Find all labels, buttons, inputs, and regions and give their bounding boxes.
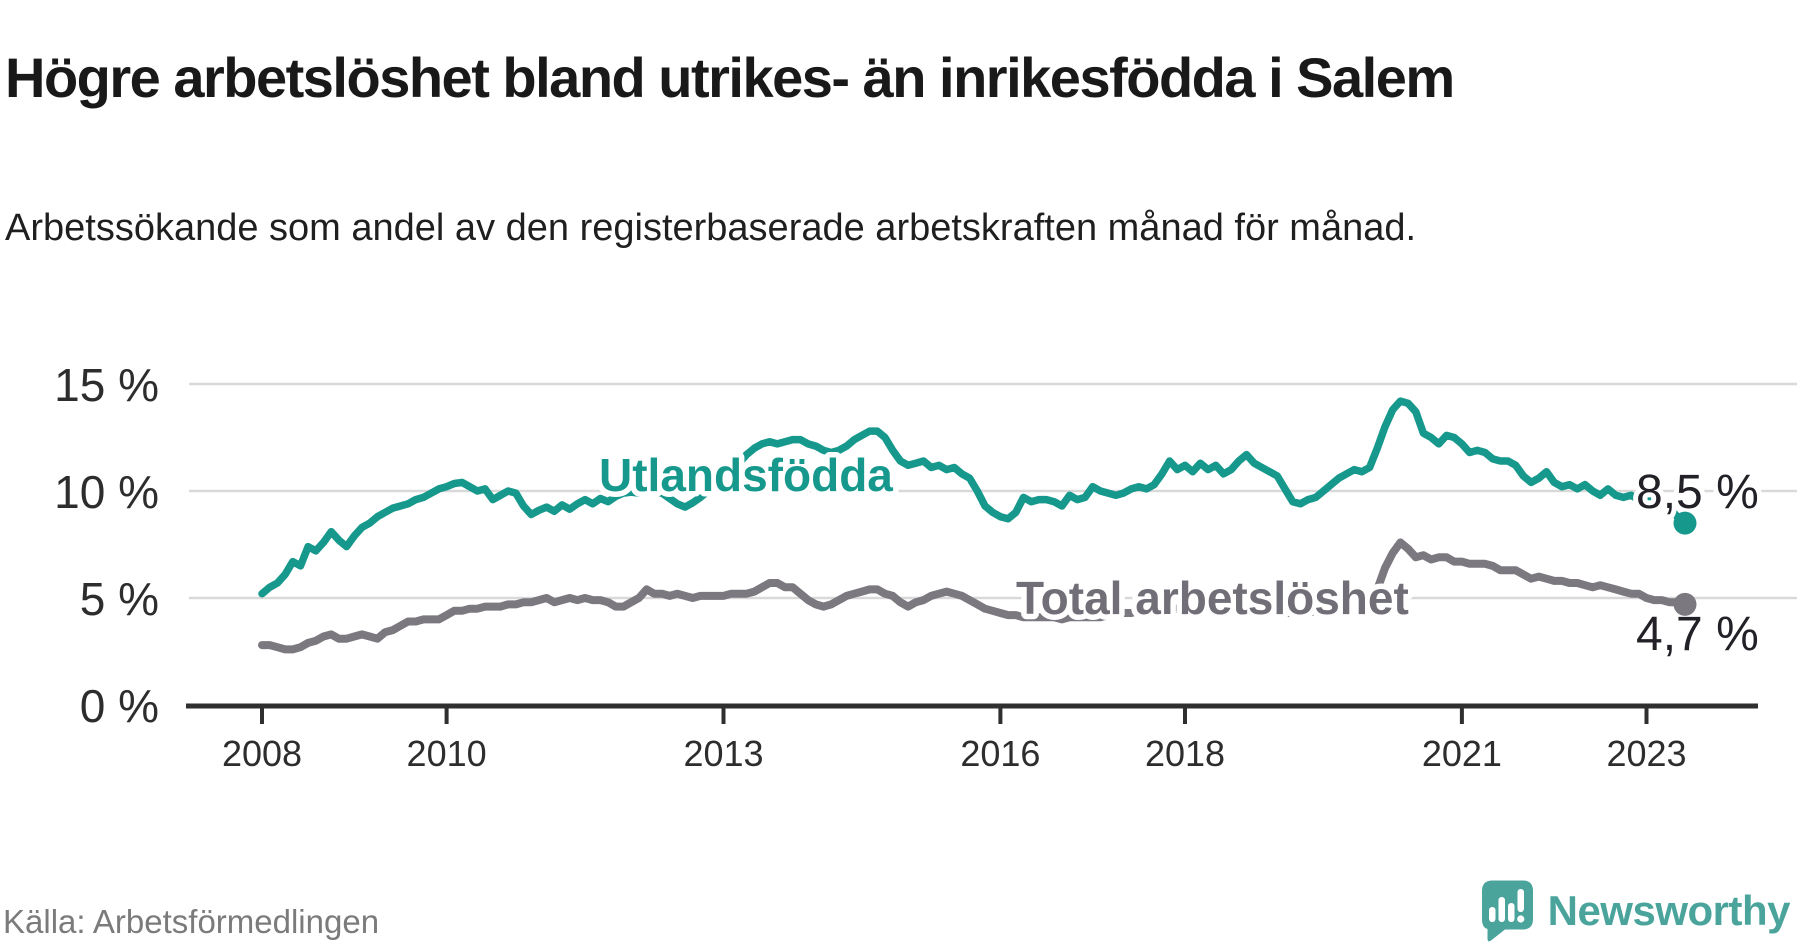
y-tick-label: 0 % bbox=[80, 680, 159, 732]
newsworthy-logo: Newsworthy bbox=[1481, 880, 1791, 942]
x-tick-label: 2021 bbox=[1422, 733, 1502, 774]
y-tick-label: 10 % bbox=[54, 466, 159, 518]
x-axis: 2008 2010 2013 2016 2018 2021 2023 bbox=[186, 703, 1758, 774]
x-tick-label: 2018 bbox=[1145, 733, 1225, 774]
newsworthy-logo-icon bbox=[1481, 880, 1533, 942]
y-tick-label: 5 % bbox=[80, 573, 159, 625]
newsworthy-wordmark: Newsworthy bbox=[1547, 887, 1791, 934]
x-tick-label: 2008 bbox=[222, 733, 302, 774]
x-tick-label: 2013 bbox=[683, 733, 763, 774]
page-subtitle: Arbetssökande som andel av den registerb… bbox=[5, 207, 1417, 249]
end-value-label-utlandsfodda: 8,5 % bbox=[1636, 466, 1759, 519]
series-end-dots bbox=[1673, 511, 1697, 616]
series-line-0 bbox=[258, 397, 1689, 598]
series-end-dot-1 bbox=[1673, 592, 1697, 616]
series-end-dot-0 bbox=[1673, 511, 1697, 535]
series-label-utlandsfodda: Utlandsfödda bbox=[599, 449, 893, 501]
series-label-total-arbetsloshet: Total arbetslöshet bbox=[1016, 572, 1409, 624]
y-axis-labels: 0 % 5 % 10 % 15 % bbox=[54, 359, 159, 732]
x-tick-label: 2016 bbox=[960, 733, 1040, 774]
page-title: Högre arbetslöshet bland utrikes- än inr… bbox=[5, 45, 1455, 109]
x-tick-label: 2010 bbox=[407, 733, 487, 774]
series-lines bbox=[258, 397, 1689, 654]
y-tick-label: 15 % bbox=[54, 359, 159, 411]
series-line-1 bbox=[258, 538, 1689, 654]
x-tick-label: 2023 bbox=[1606, 733, 1686, 774]
end-value-label-total: 4,7 % bbox=[1636, 608, 1759, 661]
source-attribution: Källa: Arbetsförmedlingen bbox=[3, 903, 380, 940]
gridlines bbox=[189, 382, 1797, 600]
